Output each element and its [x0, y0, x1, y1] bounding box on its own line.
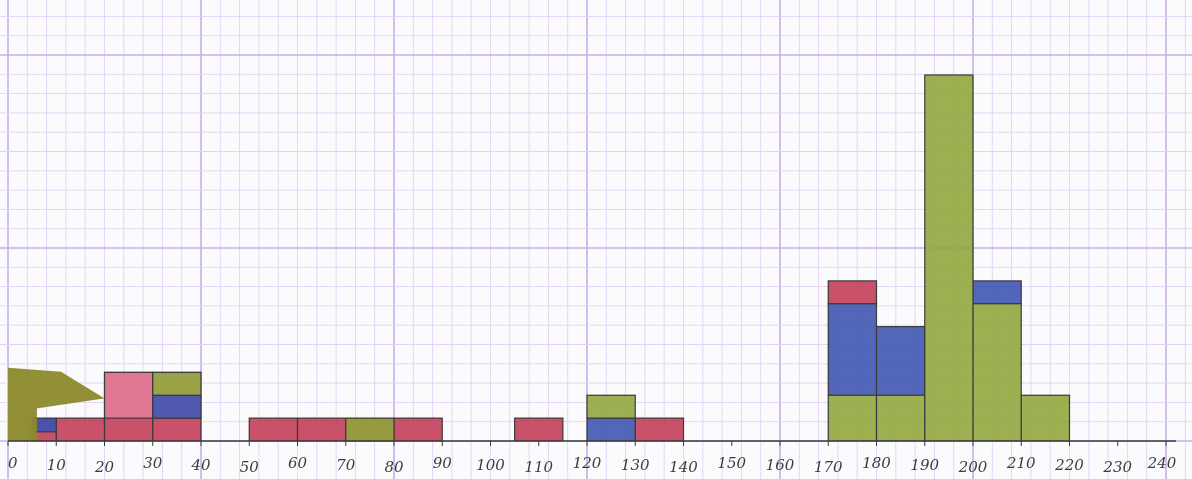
- x-tick-label: 90: [433, 454, 453, 472]
- x-tick-label: 140: [669, 458, 698, 476]
- bar-segment-green: [345, 417, 395, 442]
- annotation-layer: [8, 367, 105, 441]
- bar-segment-blue: [827, 303, 878, 396]
- x-tick-label: 200: [958, 458, 988, 476]
- x-tick-label: 220: [1054, 456, 1084, 474]
- x-tick-label: 110: [524, 458, 553, 476]
- bar-segment-green: [875, 394, 926, 442]
- x-tick-label: 120: [573, 454, 602, 472]
- bar-segment-red: [393, 417, 443, 442]
- x-tick-label: 100: [476, 456, 505, 474]
- origin-wedge-mark: [8, 367, 105, 441]
- x-tick-label: 230: [1102, 458, 1132, 476]
- bar-segment-green: [924, 74, 974, 442]
- x-tick-label: 190: [910, 456, 939, 474]
- bar-segment-blue: [152, 394, 202, 419]
- x-tick-label: 50: [240, 458, 260, 476]
- bar-segment-red: [634, 417, 685, 442]
- x-tick-label: 80: [384, 458, 404, 476]
- bar-segment-red: [827, 280, 878, 305]
- x-tick-label: 210: [1006, 454, 1036, 472]
- bar-segment-green: [586, 394, 636, 419]
- bar-segment-red: [152, 417, 202, 442]
- bar-segment-red: [514, 417, 564, 442]
- bar-segment-green: [1020, 394, 1071, 442]
- x-tick-label: 0: [8, 454, 18, 472]
- x-tick-label: 160: [766, 456, 795, 474]
- x-tick-label: 20: [94, 458, 115, 476]
- x-tick-label: 60: [288, 454, 308, 472]
- bar-segment-pink: [103, 371, 154, 419]
- x-tick-label: 170: [814, 458, 843, 476]
- bar-segment-blue: [972, 280, 1022, 305]
- x-tick-label: 130: [621, 456, 650, 474]
- bar-segment-red: [55, 417, 106, 442]
- x-tick-label: 150: [717, 454, 746, 472]
- bar-segment-blue: [586, 417, 636, 442]
- x-axis-ticks: 0 10 20 30 40 50 60 70 80 90 100 110 120 130 140 150 160…: [7, 441, 1177, 476]
- bar-segment-green: [972, 303, 1022, 442]
- bar-segment-green: [152, 371, 202, 396]
- bar-segment-green: [827, 394, 878, 442]
- x-tick-label: 30: [143, 454, 163, 472]
- bar-segment-red: [248, 417, 299, 442]
- x-tick-label: 10: [47, 456, 67, 474]
- bar-segment-blue: [875, 326, 926, 396]
- bar-segment-red: [296, 417, 347, 442]
- x-tick-label: 240: [1147, 454, 1177, 472]
- x-tick-label: 180: [862, 454, 891, 472]
- x-tick-label: 40: [190, 456, 211, 474]
- x-tick-label: 70: [336, 456, 356, 474]
